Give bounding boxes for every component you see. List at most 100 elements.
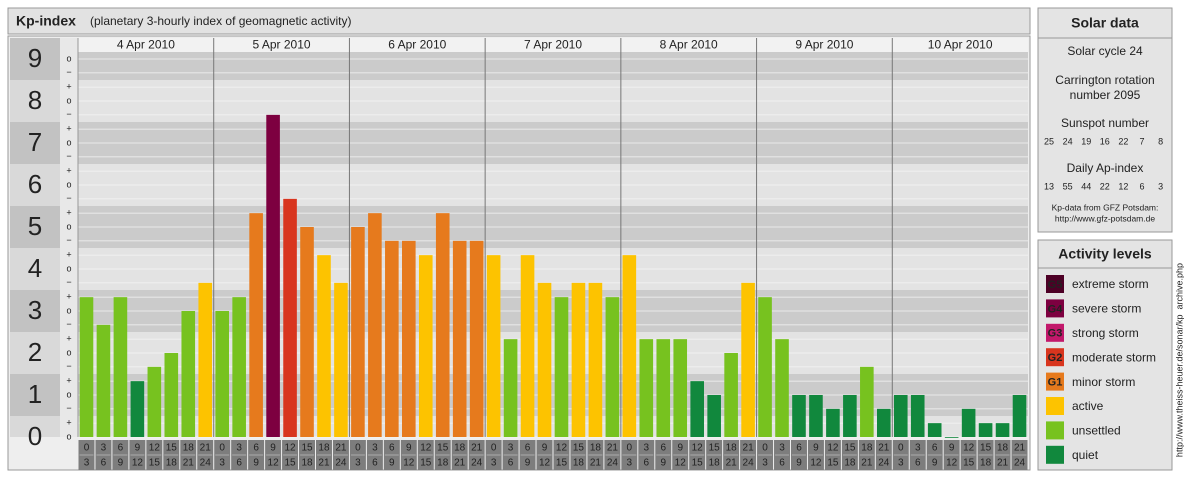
solar-panel [1037,7,1173,233]
label-band [10,290,60,332]
bar [113,297,128,437]
hour-to: 21 [590,458,602,469]
hour-to: 15 [692,458,704,469]
hour-to: 12 [132,458,144,469]
bar [334,282,348,437]
bar [877,408,891,437]
label-band [10,164,60,206]
sunspot-value: 22 [1118,136,1128,146]
bar [843,395,857,437]
bar [792,395,806,437]
bar [605,297,620,437]
minor-tick-label: + [66,376,71,386]
hour-to: 3 [355,458,361,469]
hour-to: 21 [183,458,195,469]
hour-from: 15 [844,443,856,454]
bar [673,339,688,437]
hour-from: 0 [898,443,904,454]
bar [927,423,942,437]
hour-from: 9 [949,443,955,454]
date-header [892,38,1028,52]
legend-swatch [1046,323,1064,342]
legend-label: moderate storm [1072,350,1156,364]
hour-from: 9 [406,443,412,454]
ap-value: 3 [1158,181,1163,191]
hour-to: 6 [372,458,378,469]
date-label: 7 Apr 2010 [524,38,582,52]
solar-title: Solar data [1071,15,1139,31]
bar [826,408,840,437]
date-label: 4 Apr 2010 [117,38,175,52]
hour-from: 21 [743,443,755,454]
minor-tick-label: o [66,179,71,189]
bar [588,282,603,437]
hour-from: 3 [644,443,650,454]
hour-from: 9 [270,443,276,454]
hour-from: 21 [607,443,619,454]
bar [639,339,654,437]
hour-from: 15 [166,443,178,454]
bar [961,408,976,437]
sunspot-value: 7 [1139,136,1144,146]
sunspot-label: Sunspot number [1061,116,1149,130]
hour-to: 6 [779,458,785,469]
hour-from: 9 [677,443,683,454]
hour-from: 6 [796,443,802,454]
bar [995,423,1010,437]
hour-from: 18 [861,443,873,454]
hour-from: 12 [420,443,432,454]
bar [317,255,331,437]
minor-tick-label: − [66,151,71,161]
hour-to: 21 [318,458,330,469]
title-bar [7,7,1031,35]
hour-to: 15 [284,458,296,469]
bar [503,339,518,437]
hour-from: 3 [372,443,378,454]
hour-to: 9 [932,458,938,469]
chart-title: Kp-index [16,13,76,29]
hour-to: 15 [149,458,161,469]
hour-from: 18 [726,443,738,454]
hour-to: 6 [101,458,107,469]
ap-value: 12 [1118,181,1128,191]
hour-to: 12 [675,458,687,469]
bar [469,240,484,437]
legend-label: minor storm [1072,375,1135,389]
minor-tick-label: + [66,124,71,134]
date-header [756,38,893,52]
bar [622,255,637,437]
hour-from: 21 [878,443,890,454]
hour-from: 12 [149,443,161,454]
chart-subtitle: (planetary 3-hourly index of geomagnetic… [90,14,351,28]
bar [96,324,111,437]
hour-from: 18 [590,443,602,454]
y-tick-label: 2 [28,337,42,367]
hour-to: 3 [219,458,225,469]
bar [724,353,738,437]
legend-badge: G5 [1048,279,1063,291]
legend-badge: G4 [1048,303,1064,315]
hour-from: 12 [827,443,839,454]
hour-to: 3 [491,458,497,469]
hour-from: 12 [556,443,568,454]
hour-from: 18 [997,443,1009,454]
hour-to: 21 [454,458,466,469]
minor-tick-label: − [66,277,71,287]
hour-from: 18 [454,443,466,454]
minor-tick-label: o [66,263,71,273]
hour-from: 6 [253,443,259,454]
bar [198,282,213,437]
hour-from: 6 [932,443,938,454]
hour-from: 15 [573,443,585,454]
hour-from: 15 [709,443,721,454]
minor-tick-label: − [66,193,71,203]
hour-from: 3 [236,443,242,454]
minor-tick-label: o [66,305,71,315]
legend-badge: G2 [1048,352,1063,364]
bar [537,282,552,437]
watermark: http://www.theiss-heuer.de/sonar/kp_arch… [1174,263,1184,457]
hour-from: 3 [915,443,921,454]
hour-from: 21 [200,443,212,454]
hour-from: 3 [779,443,785,454]
bar [249,213,263,437]
